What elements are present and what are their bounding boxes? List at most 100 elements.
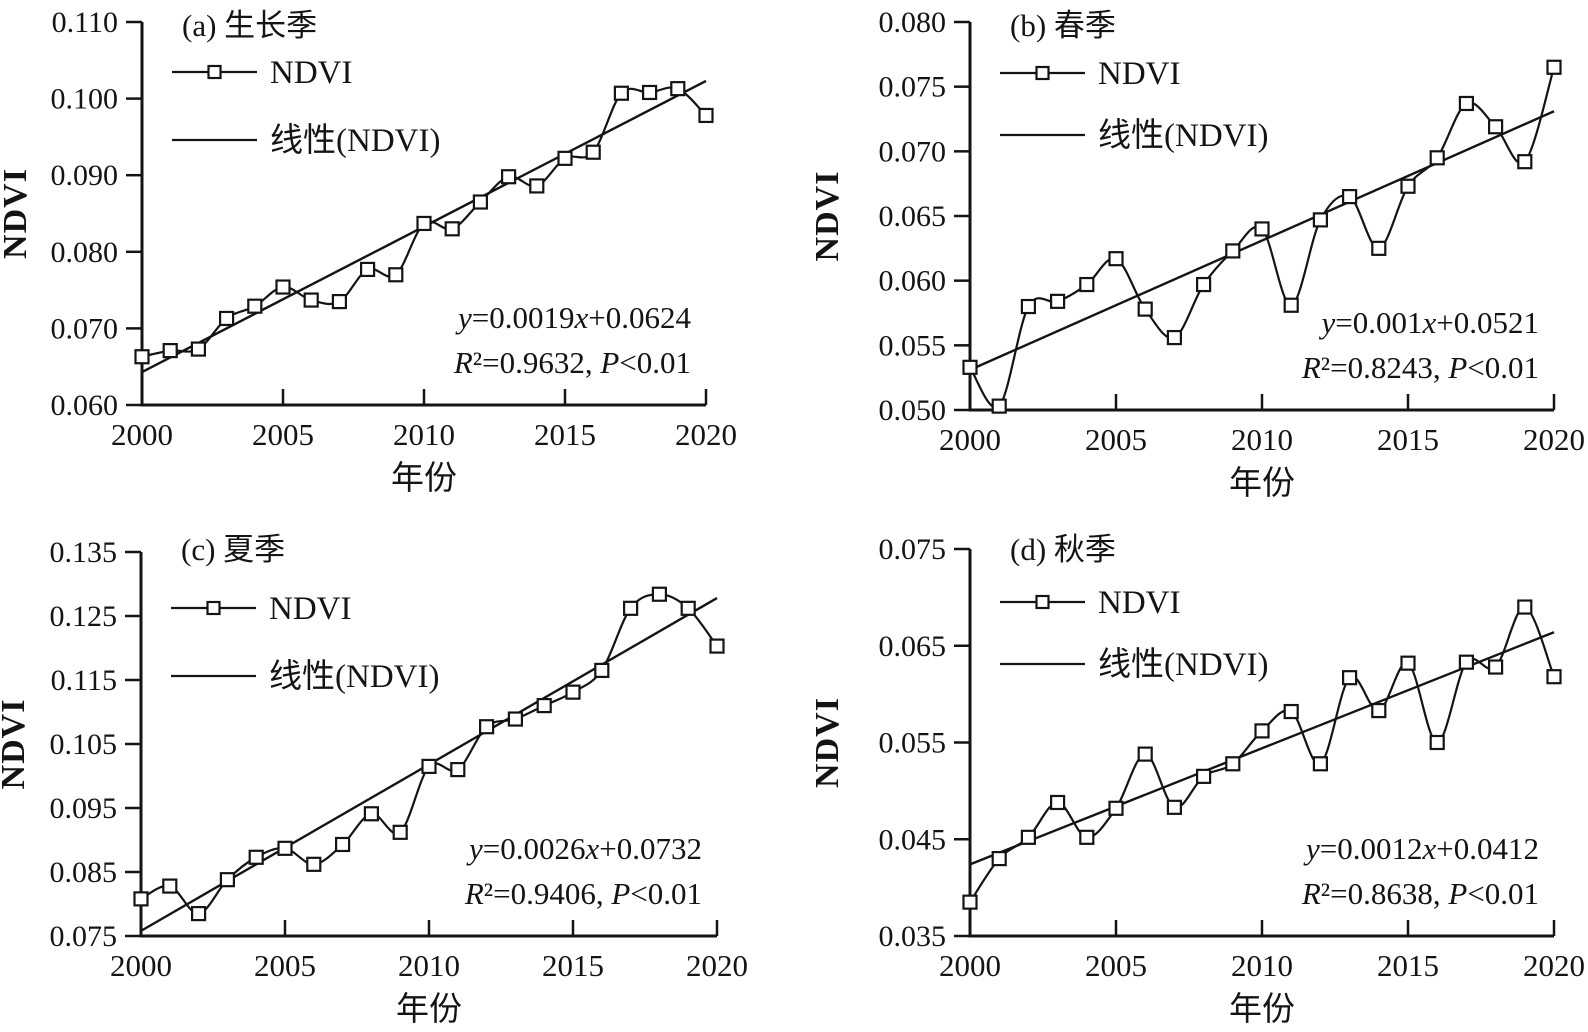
data-point-marker <box>190 341 206 357</box>
y-tick-label: 0.075 <box>50 920 118 953</box>
legend-series-label: NDVI <box>1098 56 1180 92</box>
regression-stats: R²=0.9406, P<0.01 <box>464 876 702 911</box>
y-tick-label: 0.055 <box>879 727 947 760</box>
data-point-marker <box>1429 734 1445 751</box>
x-tick-label: 2010 <box>1231 422 1293 457</box>
legend-series-marker <box>206 600 221 616</box>
data-point-marker <box>1050 293 1066 309</box>
trend-line <box>969 631 1555 866</box>
y-tick-label: 0.135 <box>50 536 118 569</box>
data-point-marker <box>585 144 601 160</box>
data-point-marker <box>1371 240 1387 256</box>
data-point-marker <box>1225 243 1241 259</box>
data-point-marker <box>529 178 545 194</box>
x-axis-title: 年份 <box>396 991 462 1028</box>
data-point-marker <box>275 279 291 295</box>
data-point-marker <box>363 806 379 822</box>
data-point-marker <box>594 662 610 678</box>
data-point-marker <box>1429 150 1445 166</box>
data-point-marker <box>641 84 658 101</box>
legend-series-label: NDVI <box>269 591 351 627</box>
x-axis-title: 年份 <box>1229 991 1295 1028</box>
x-tick-label: 2000 <box>939 948 1001 983</box>
data-point-marker <box>162 878 178 894</box>
data-point-marker <box>219 310 235 327</box>
x-tick-label: 2020 <box>675 417 737 452</box>
x-axis-title: 年份 <box>1229 465 1295 502</box>
data-point-marker <box>1137 746 1153 762</box>
data-point-marker <box>1400 655 1416 671</box>
data-point-marker <box>670 81 686 97</box>
data-point-marker <box>450 762 466 778</box>
data-point-marker <box>388 267 404 283</box>
data-point-marker <box>306 856 322 872</box>
y-tick-label: 0.060 <box>51 389 119 422</box>
data-point-marker <box>557 150 573 166</box>
y-axis-title: NDVI <box>809 171 846 262</box>
legend-series-label: NDVI <box>270 55 352 91</box>
data-point-marker <box>191 906 207 922</box>
data-point-marker <box>1254 723 1270 739</box>
x-tick-label: 2010 <box>1231 948 1293 983</box>
data-point-marker <box>1517 599 1533 615</box>
data-point-marker <box>219 872 235 888</box>
x-tick-label: 2000 <box>939 422 1001 457</box>
trend-line <box>969 110 1555 372</box>
data-point-marker <box>1079 829 1095 845</box>
legend-trend-label: 线性(NDVI) <box>1098 646 1268 683</box>
data-point-marker <box>162 343 178 359</box>
regression-stats: R²=0.8638, P<0.01 <box>1301 876 1539 911</box>
data-point-marker <box>1137 301 1153 317</box>
data-point-marker <box>1487 659 1504 675</box>
regression-equation: y=0.001x+0.0521 <box>1319 305 1540 340</box>
data-point-marker <box>1166 329 1182 346</box>
data-point-marker <box>698 107 714 124</box>
x-tick-label: 2000 <box>110 948 172 983</box>
data-point-marker <box>1254 221 1270 237</box>
y-tick-label: 0.065 <box>879 200 947 233</box>
legend-series-label: NDVI <box>1098 585 1180 621</box>
y-tick-label: 0.045 <box>879 823 947 856</box>
y-tick-label: 0.085 <box>50 856 118 889</box>
x-tick-label: 2020 <box>686 948 748 983</box>
regression-equation: y=0.0019x+0.0624 <box>455 300 691 335</box>
data-point-marker <box>1341 670 1358 686</box>
x-tick-label: 2005 <box>1085 948 1147 983</box>
data-point-marker <box>1312 212 1329 228</box>
data-point-marker <box>1108 800 1124 816</box>
x-tick-label: 2000 <box>111 417 173 452</box>
y-tick-label: 0.050 <box>879 394 947 427</box>
panel-title: (d) 秋季 <box>1010 532 1116 567</box>
data-point-marker <box>1196 276 1212 293</box>
regression-equation: y=0.0012x+0.0412 <box>1303 831 1539 866</box>
data-point-marker <box>962 894 978 910</box>
data-point-marker <box>962 359 978 375</box>
data-point-marker <box>1283 297 1299 313</box>
data-point-marker <box>1371 702 1387 719</box>
y-tick-label: 0.080 <box>879 6 947 39</box>
data-point-marker <box>331 293 347 310</box>
regression-equation: y=0.0026x+0.0732 <box>466 831 702 866</box>
y-tick-label: 0.055 <box>879 329 947 362</box>
x-tick-label: 2015 <box>542 948 604 983</box>
y-tick-label: 0.075 <box>879 533 947 566</box>
data-point-marker <box>991 398 1007 414</box>
x-tick-label: 2015 <box>1377 422 1439 457</box>
x-axis-title: 年份 <box>391 460 457 497</box>
data-point-marker <box>1225 756 1241 772</box>
data-point-marker <box>335 836 351 853</box>
data-point-marker <box>1517 154 1533 170</box>
y-axis-title: NDVI <box>809 697 846 788</box>
data-point-marker <box>1079 276 1095 293</box>
y-tick-label: 0.115 <box>51 664 117 697</box>
x-tick-label: 2020 <box>1523 948 1585 983</box>
y-tick-label: 0.100 <box>51 83 119 116</box>
y-tick-label: 0.060 <box>879 265 947 298</box>
y-tick-label: 0.075 <box>879 71 947 104</box>
panel-title: (c) 夏季 <box>181 532 285 567</box>
data-point-marker <box>622 600 639 616</box>
data-point-marker <box>651 586 668 602</box>
data-point-marker <box>303 292 319 308</box>
data-point-marker <box>247 298 263 314</box>
